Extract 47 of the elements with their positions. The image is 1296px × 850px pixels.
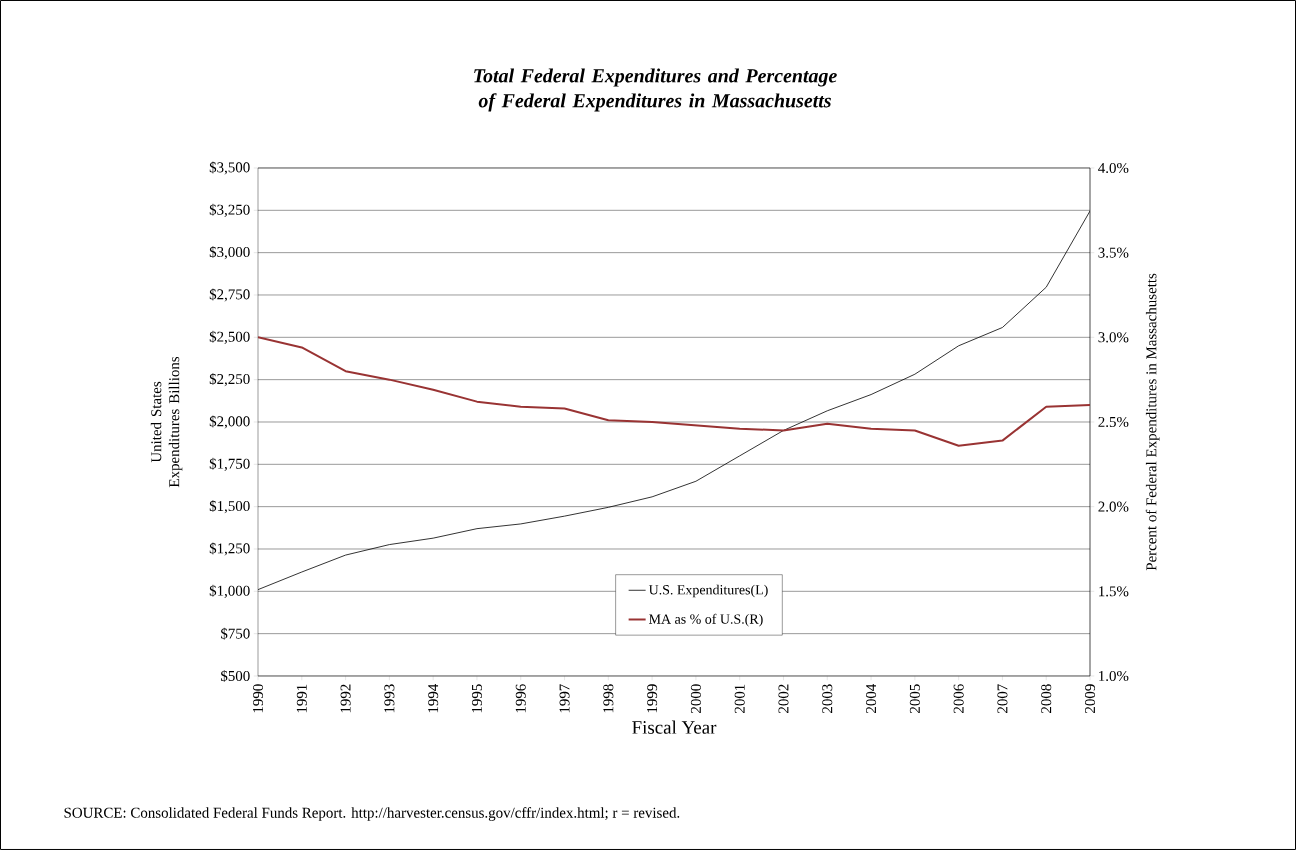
x-tick-label: 1999 [647, 684, 658, 713]
x-tick-label: 2005 [909, 684, 920, 713]
x-tick-label: 1996 [515, 684, 526, 713]
y2-tick-label: 4.0% [1098, 162, 1129, 174]
x-tick-label: 1998 [603, 684, 614, 713]
y-tick-label: $2,250 [209, 373, 250, 387]
y2-tick-label: 2.5% [1098, 416, 1129, 428]
y-tick-label: $1,000 [209, 584, 250, 598]
x-tick-label: 2009 [1084, 684, 1096, 713]
y-tick-label: $1,500 [209, 500, 250, 514]
x-tick-label: 2004 [866, 684, 877, 713]
x-tick-label: 1991 [296, 684, 307, 713]
y2-tick-label: 3.5% [1098, 247, 1129, 258]
y-tick-label: $750 [220, 627, 250, 640]
y-tick-label: $2,500 [209, 330, 250, 344]
x-tick-label: 2003 [822, 684, 833, 713]
y-tick-label: $3,250 [209, 203, 250, 217]
x-axis-title: Fiscal Year [632, 720, 717, 734]
x-tick-label: 1994 [428, 684, 439, 713]
x-tick-label: 1993 [384, 684, 395, 713]
y-tick-label: $1,750 [209, 457, 250, 471]
y-tick-label: $3,000 [209, 246, 250, 260]
x-tick-label: 1995 [471, 684, 482, 713]
chart-title: Total Federal Expenditures and Percentage of Federal Expenditures in Massachusetts [474, 68, 837, 112]
y2-tick-label: 1.0% [1099, 670, 1129, 682]
source-note: SOURCE: Consolidated Federal Funds Report. http://harvester.census.gov/cffr/index.html; r = revised. [64, 807, 680, 821]
y-tick-label: $3,500 [209, 161, 250, 175]
x-tick-label: 1997 [559, 684, 570, 713]
x-tick-label: 1992 [340, 684, 351, 713]
x-tick-label: 2002 [778, 684, 789, 713]
y2-tick-label: 2.0% [1098, 501, 1129, 512]
y-tick-label: $500 [220, 670, 250, 682]
legend-label: MA as % of U.S.(R) [649, 613, 763, 627]
y-tick-label: $1,250 [209, 542, 250, 556]
legend-label: U.S. Expenditures(L) [648, 584, 768, 598]
x-tick-label: 2008 [1041, 684, 1052, 713]
x-tick-label: 2007 [997, 684, 1008, 713]
y2-axis-title: Percent of Federal Expenditures in Massachusetts [1145, 273, 1160, 571]
y-tick-label: $2,000 [209, 415, 250, 429]
x-tick-label: 1990 [252, 684, 264, 713]
x-tick-label: 2006 [953, 684, 964, 713]
y-axis-title: United States Expenditures Billions [150, 356, 183, 488]
x-tick-label: 2001 [734, 684, 745, 713]
y2-tick-label: 3.0% [1098, 332, 1129, 343]
x-tick-label: 2000 [690, 684, 701, 713]
y2-tick-label: 1.5% [1099, 586, 1129, 597]
y-tick-label: $2,750 [209, 288, 250, 302]
